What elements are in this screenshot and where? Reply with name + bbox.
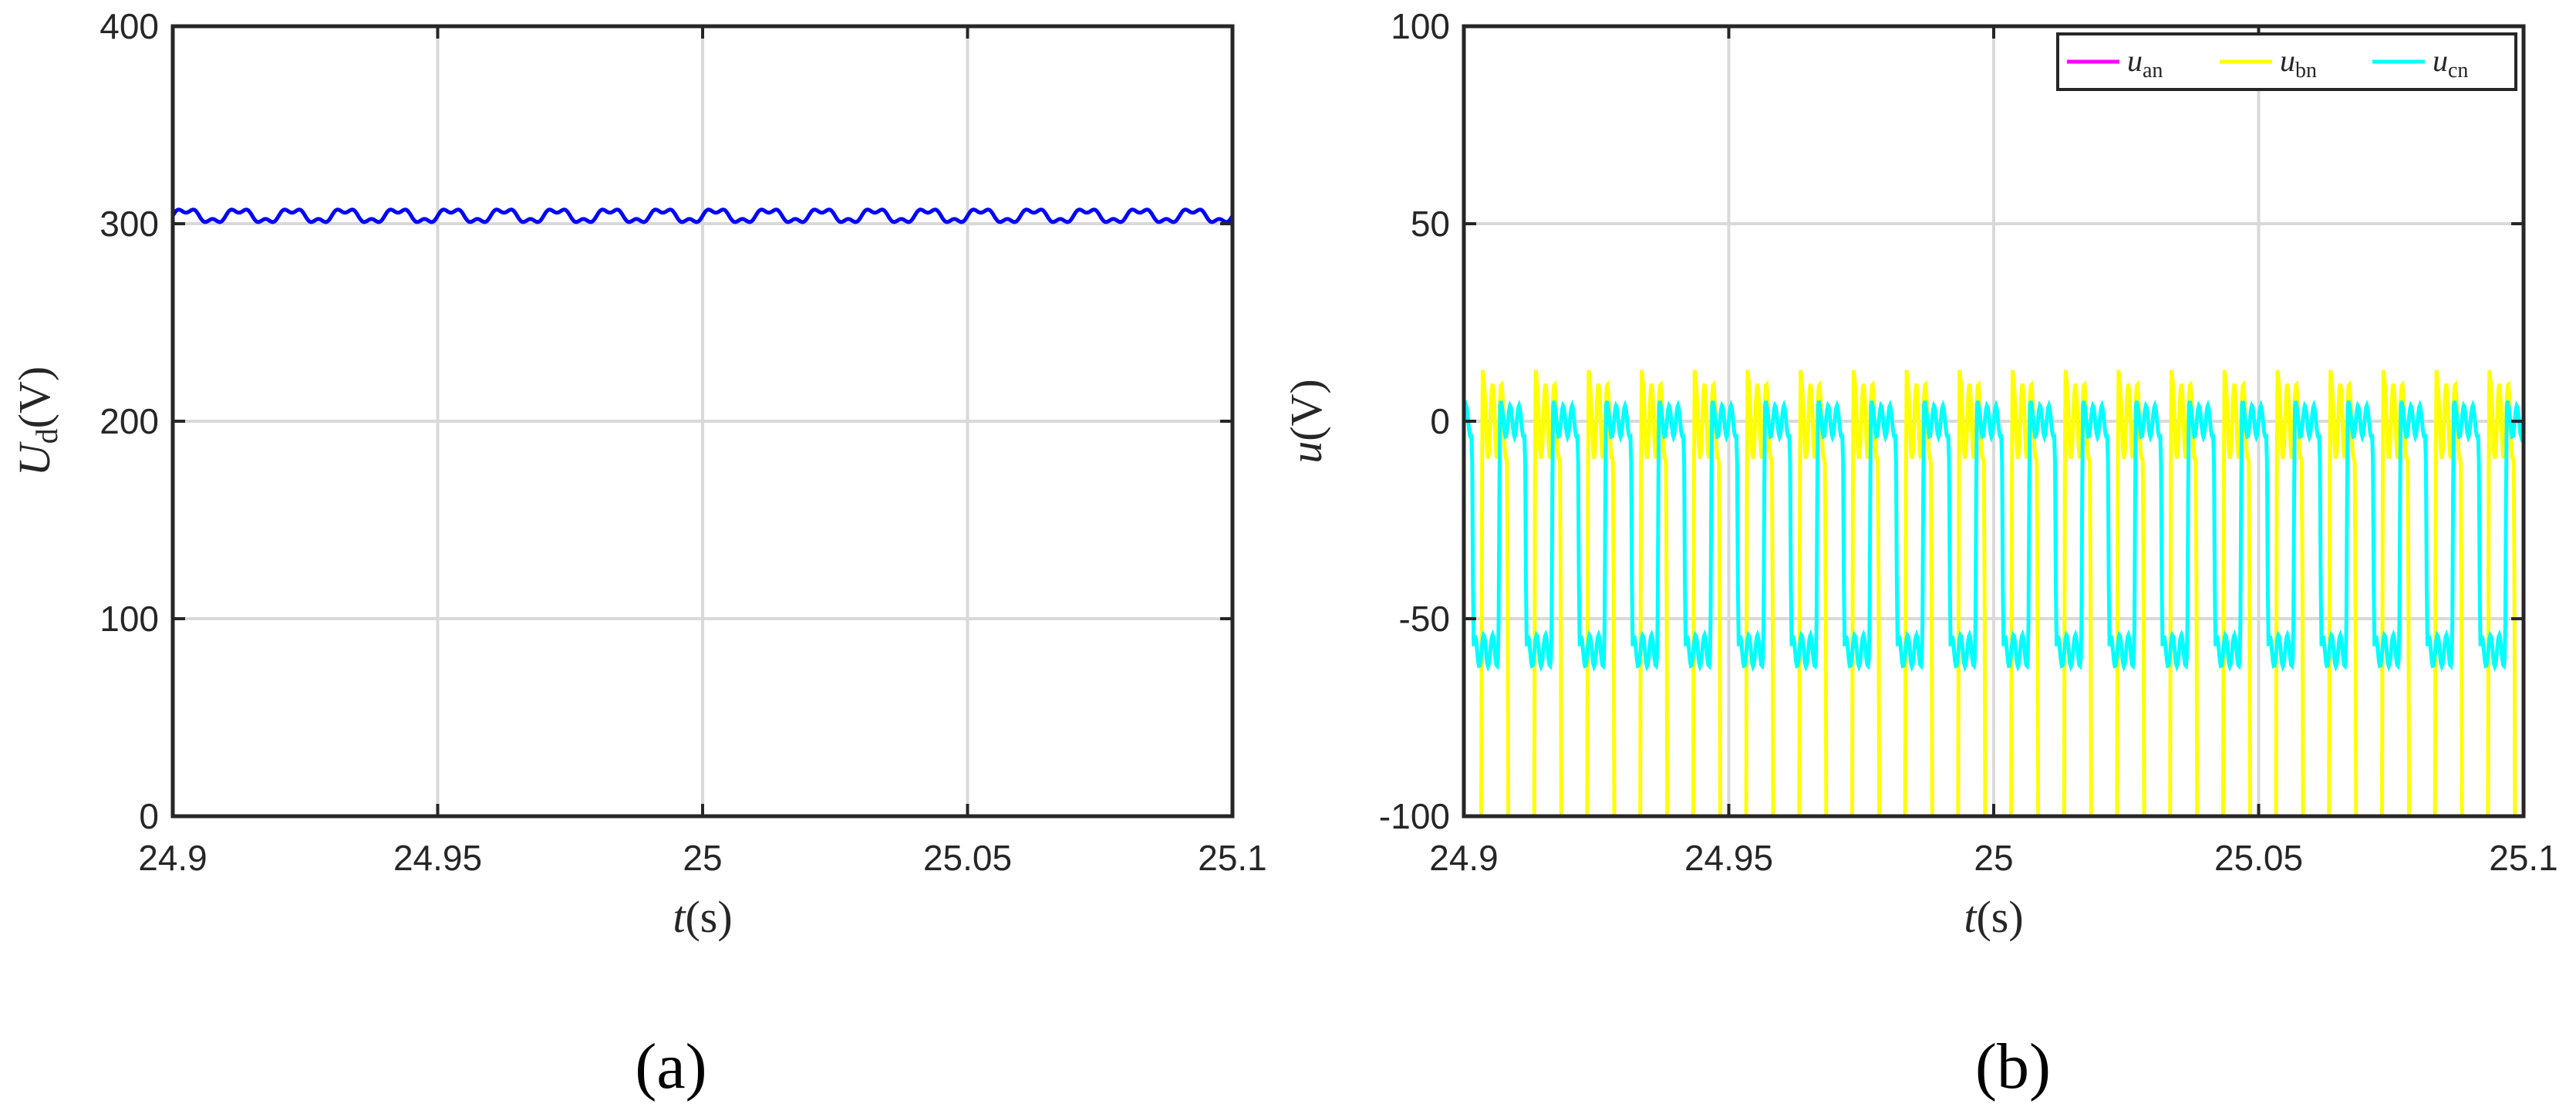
y-axis-title: u(V) (1281, 379, 1331, 464)
x-axis-title: t(s) (1964, 892, 2023, 942)
y-tick-label: 0 (1430, 401, 1450, 441)
panel-b: 24.9 24.95 25 25.05 25.1 -100 -50 0 50 100 t(s) u(V… (1281, 6, 2558, 1102)
plot-area (1464, 370, 2524, 816)
y-tick-label: 50 (1411, 204, 1450, 244)
panel-a: 24.9 24.95 25 25.05 25.1 0 100 200 300 400 t(s) Ud(… (9, 6, 1267, 1102)
x-tick-label: 24.95 (1684, 838, 1773, 878)
y-tick-label: 100 (99, 599, 159, 639)
x-tick-label: 25.1 (2489, 838, 2558, 878)
x-tick-label: 24.95 (393, 838, 482, 878)
x-axis-title: t(s) (673, 892, 732, 942)
series-line-cn (1464, 399, 2524, 672)
y-tick-label: 0 (139, 796, 159, 836)
panel-caption: (b) (1975, 1031, 2051, 1102)
legend: uan ubn ucn (2056, 32, 2517, 91)
x-tick-label: 25 (683, 838, 722, 878)
x-tick-label: 24.9 (138, 838, 207, 878)
x-tick-label: 25 (1974, 838, 2013, 878)
legend-box (2056, 32, 2517, 91)
y-axis-title: Ud(V) (9, 366, 64, 476)
plot-area (173, 208, 1232, 224)
y-tick-label: 200 (99, 401, 159, 441)
legend-label-an: uan (2127, 43, 2163, 83)
panel-caption: (a) (635, 1031, 706, 1102)
y-tick-label: 300 (99, 204, 159, 244)
series-line-main (173, 208, 1232, 224)
x-tick-label: 25.05 (923, 838, 1012, 878)
x-tick-label: 24.9 (1429, 838, 1499, 878)
legend-label-cn: ucn (2433, 43, 2468, 83)
y-tick-label: -50 (1399, 599, 1450, 639)
legend-label-bn: ubn (2280, 43, 2317, 83)
y-tick-label: 400 (99, 6, 159, 46)
y-tick-label: 100 (1391, 6, 1450, 46)
x-tick-label: 25.05 (2214, 838, 2303, 878)
x-tick-label: 25.1 (1198, 838, 1267, 878)
y-tick-label: -100 (1379, 796, 1450, 836)
